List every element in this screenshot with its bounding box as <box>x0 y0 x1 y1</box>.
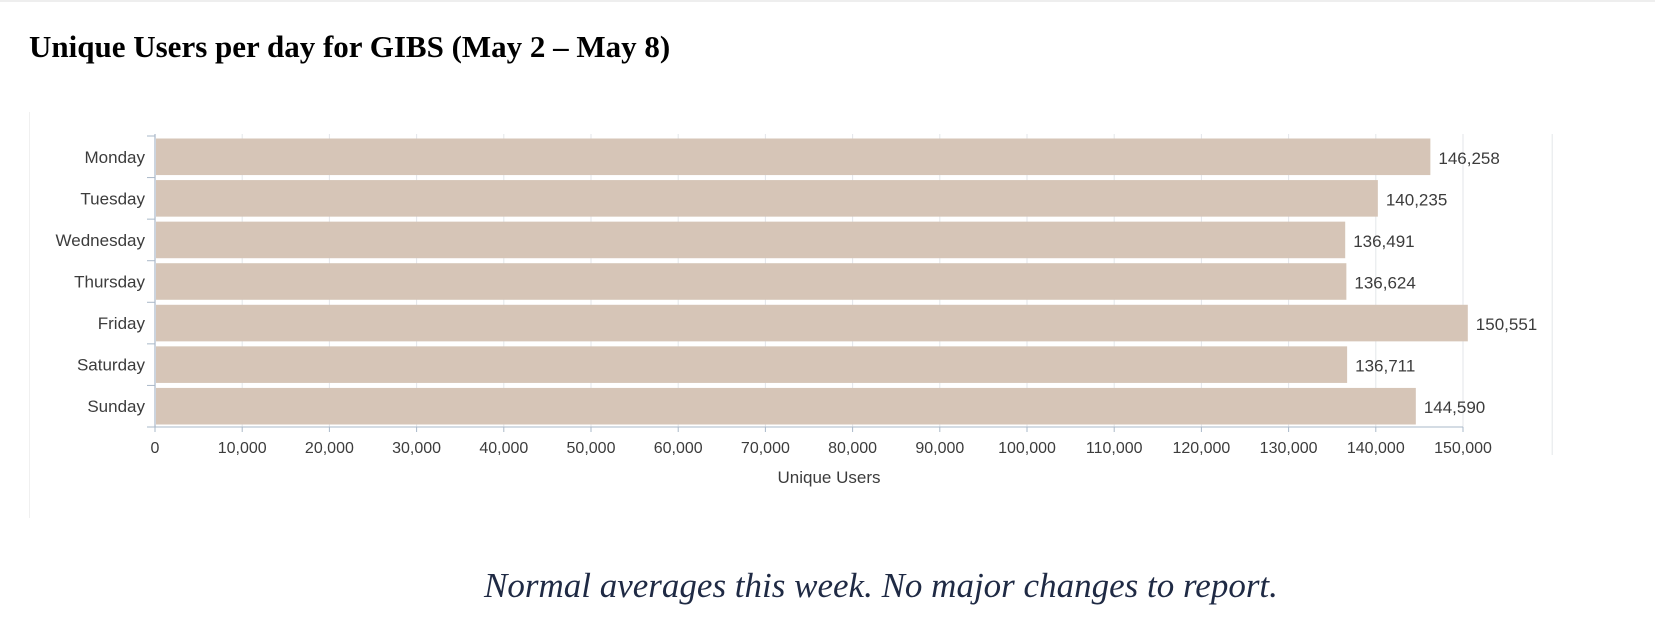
data-label: 136,624 <box>1354 274 1415 293</box>
bar-monday <box>156 138 1431 176</box>
top-rule <box>0 0 1655 2</box>
data-label: 136,491 <box>1353 232 1414 251</box>
x-tick-label: 40,000 <box>479 440 528 457</box>
data-label: 144,590 <box>1424 398 1485 417</box>
x-tick-label: 30,000 <box>392 440 441 457</box>
summary-note: Normal averages this week. No major chan… <box>484 566 1278 605</box>
x-tick-label: 20,000 <box>305 440 354 457</box>
category-label: Thursday <box>74 273 145 292</box>
x-tick-label: 0 <box>151 440 160 457</box>
bar-sunday <box>156 387 1416 425</box>
panel-edge <box>29 112 30 518</box>
x-tick-label: 50,000 <box>567 440 616 457</box>
data-label: 136,711 <box>1355 357 1415 376</box>
page-title: Unique Users per day for GIBS (May 2 – M… <box>29 29 671 64</box>
bar-friday <box>156 304 1468 342</box>
bar-thursday <box>156 263 1347 300</box>
x-tick-label: 100,000 <box>998 440 1056 457</box>
x-tick-label: 130,000 <box>1260 440 1318 457</box>
category-label: Monday <box>85 148 146 167</box>
bar-wednesday <box>156 221 1346 259</box>
category-label: Tuesday <box>80 189 145 208</box>
x-tick-label: 10,000 <box>218 440 267 457</box>
x-axis-title: Unique Users <box>778 468 881 487</box>
chart-panel: Monday 146,258 Tuesday 140,235 Wednesday 136,… <box>29 112 1589 518</box>
bar-saturday <box>156 346 1348 383</box>
bar-tuesday <box>156 180 1378 217</box>
data-label: 150,551 <box>1476 315 1537 334</box>
x-tick-label: 120,000 <box>1172 440 1230 457</box>
x-tick-label: 60,000 <box>654 440 703 457</box>
x-tick-label: 90,000 <box>915 440 964 457</box>
x-tick-label: 70,000 <box>741 440 790 457</box>
category-label: Saturday <box>77 356 146 375</box>
x-tick-label: 150,000 <box>1434 440 1492 457</box>
data-label: 146,258 <box>1438 149 1499 168</box>
x-tick-label: 110,000 <box>1086 440 1143 457</box>
category-label: Friday <box>98 314 146 333</box>
x-tick-label: 80,000 <box>828 440 877 457</box>
category-label: Wednesday <box>56 231 146 250</box>
bar-chart: Monday 146,258 Tuesday 140,235 Wednesday 136,… <box>56 134 1553 487</box>
x-tick-label: 140,000 <box>1347 440 1405 457</box>
data-label: 140,235 <box>1386 190 1447 209</box>
category-label: Sunday <box>87 397 145 416</box>
